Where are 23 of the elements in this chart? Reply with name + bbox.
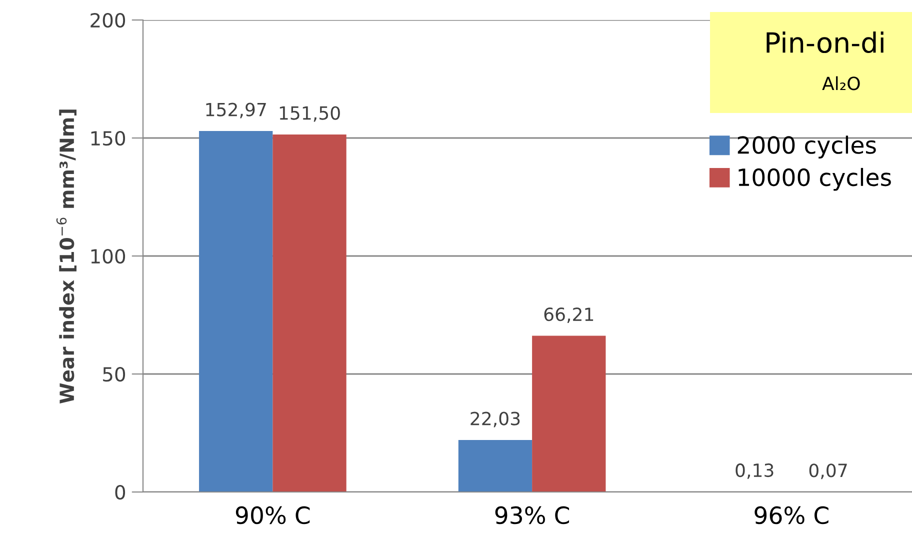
x-tick-label: 93% C: [495, 506, 570, 524]
annotation: Al₂O: [822, 76, 860, 90]
bar: [532, 336, 606, 492]
annotation: Pin-on-di: [766, 32, 884, 54]
data-label: 0,07: [809, 464, 847, 480]
data-label: 152,97: [206, 102, 266, 118]
y-axis-title: Wear index [10$^{−6}$ mm³/Nm]: [56, 110, 76, 404]
x-tick-label: 96% C: [754, 506, 828, 524]
bar: [458, 440, 532, 492]
legend-label: 2000 cycles: [738, 136, 876, 158]
data-label: 0,13: [736, 463, 774, 479]
y-tick-label: 100: [91, 248, 126, 264]
x-tick-label: 90% C: [236, 506, 310, 524]
y-tick-label: 200: [90, 12, 126, 28]
y-tick-label: 0: [115, 484, 126, 500]
bar: [199, 130, 273, 492]
data-label: 66,21: [544, 307, 594, 323]
data-label: 22,03: [470, 412, 520, 428]
data-label: 151,50: [280, 106, 340, 122]
bar: [272, 134, 346, 492]
legend-label: 10000 cycles: [738, 168, 891, 191]
y-tick-label: 150: [91, 130, 126, 146]
y-tick-label: 50: [103, 366, 126, 382]
